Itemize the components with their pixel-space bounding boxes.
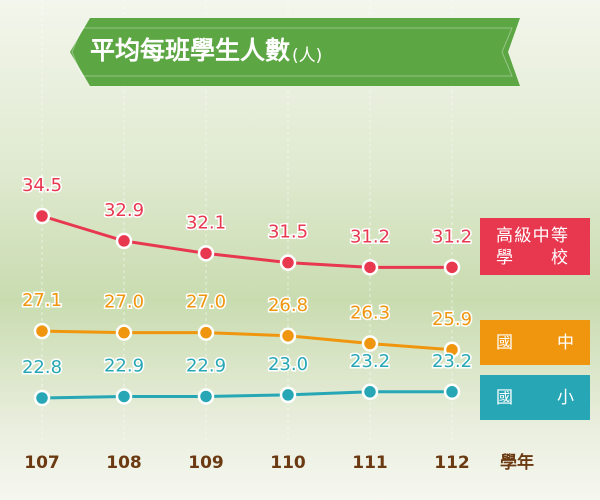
x-tick-label: 112 (434, 453, 470, 473)
value-label: 22.9 (104, 355, 144, 376)
point (279, 386, 297, 404)
point (115, 324, 133, 341)
value-label: 23.2 (432, 351, 472, 372)
point (361, 335, 379, 352)
unit: (人) (292, 46, 322, 66)
value-label: 27.0 (186, 292, 226, 313)
value-label: 22.8 (22, 357, 62, 378)
point (279, 254, 297, 271)
point (33, 207, 51, 225)
value-label: 31.2 (350, 226, 390, 247)
point (279, 327, 297, 345)
series-line (41, 390, 452, 400)
point (115, 232, 133, 250)
value-label: 27.1 (22, 290, 62, 311)
legend-item: 高級中等學校 (480, 218, 590, 275)
point (115, 388, 133, 405)
value-label: 26.3 (350, 303, 390, 324)
x-tick-label: 111 (352, 453, 388, 473)
point (361, 259, 379, 276)
point (33, 389, 51, 407)
point (33, 322, 51, 340)
value-label: 25.9 (432, 309, 472, 330)
x-axis-label: 學年 (500, 452, 534, 473)
x-tick-label: 110 (270, 453, 306, 473)
value-label: 31.2 (432, 226, 472, 247)
legend-label: 國小 (496, 387, 574, 408)
title-banner-inner (71, 27, 513, 77)
value-label: 31.5 (268, 222, 308, 243)
value-label: 23.0 (268, 354, 308, 375)
point (443, 383, 461, 401)
x-tick-label: 108 (106, 453, 142, 473)
value-label: 32.9 (104, 200, 144, 221)
point (443, 341, 461, 359)
value-label: 26.8 (268, 295, 308, 316)
legend-label: 高級中等學校 (496, 225, 568, 268)
legend-item: 國中 (480, 320, 590, 365)
series-line (41, 214, 452, 269)
value-label: 32.1 (186, 212, 226, 233)
legend-item: 國小 (480, 375, 590, 420)
point (197, 324, 215, 341)
title-banner (70, 18, 520, 86)
x-tick-label: 107 (24, 453, 60, 473)
value-label: 22.9 (186, 355, 226, 376)
legend-label: 國中 (496, 332, 574, 353)
x-tick-label: 109 (188, 453, 224, 473)
point (197, 245, 215, 262)
point (443, 259, 461, 276)
chart-title: 平均每班學生人數 (90, 36, 290, 65)
value-label: 34.5 (22, 175, 62, 196)
point (361, 383, 379, 401)
value-label: 23.2 (350, 351, 390, 372)
value-label: 27.0 (104, 292, 144, 313)
series-line (41, 329, 453, 352)
point (197, 388, 215, 405)
